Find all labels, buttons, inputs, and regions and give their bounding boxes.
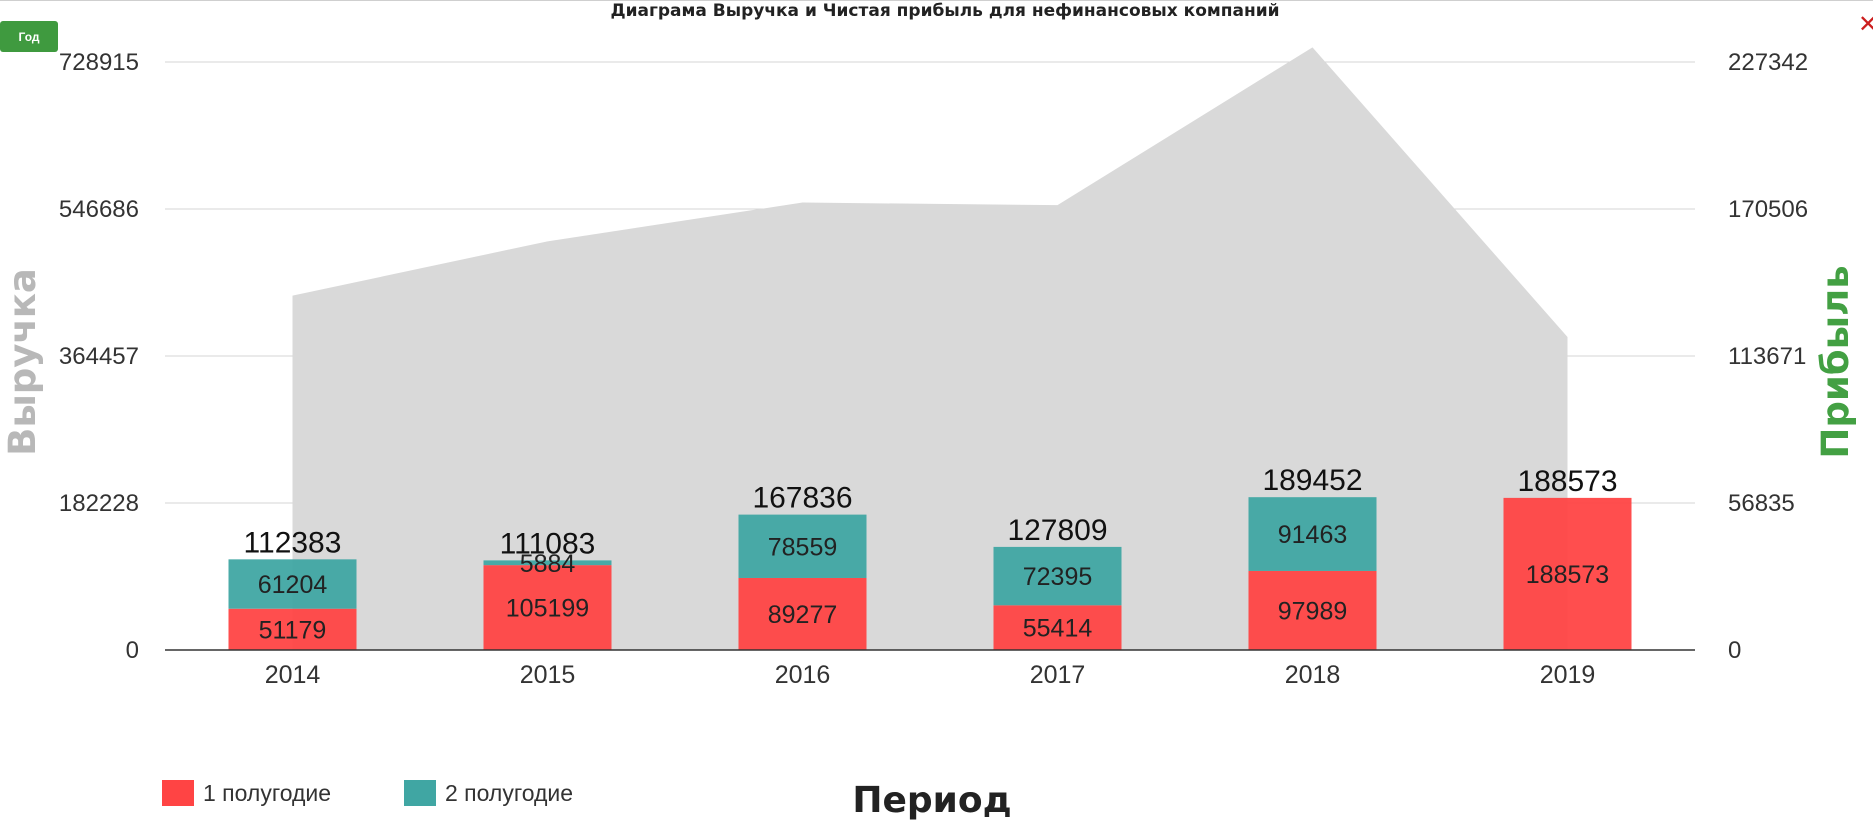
bar-total-label: 111083 bbox=[500, 527, 596, 560]
bar-value-label: 72395 bbox=[1023, 563, 1093, 591]
bars-layer bbox=[228, 497, 1632, 650]
y2-tick-label: 113671 bbox=[1728, 343, 1806, 370]
legend-swatch-second-half bbox=[404, 780, 436, 806]
top-divider bbox=[0, 0, 1873, 1]
bar-first-half bbox=[993, 605, 1122, 650]
legend-label-first-half: 1 полугодие bbox=[203, 779, 332, 806]
bar-second-half bbox=[738, 514, 867, 578]
bar-first-half bbox=[1248, 570, 1377, 650]
y-tick-label: 728915 bbox=[59, 49, 139, 76]
bar-second-half bbox=[993, 546, 1122, 606]
bar-first-half bbox=[1503, 497, 1632, 650]
x-tick-label: 2015 bbox=[520, 661, 576, 689]
bar-total-label: 112383 bbox=[244, 526, 342, 559]
x-tick-label: 2018 bbox=[1285, 661, 1341, 689]
chart-title: Диаграма Выручка и Чистая прибыль для не… bbox=[610, 1, 1280, 21]
bar-first-half bbox=[738, 577, 867, 650]
y2-tick-label: 170506 bbox=[1728, 196, 1808, 223]
bar-total-label: 189452 bbox=[1262, 464, 1362, 497]
bar-total-label: 188573 bbox=[1517, 465, 1617, 498]
bar-second-half bbox=[1248, 497, 1377, 571]
y2-tick-label: 0 bbox=[1728, 637, 1741, 664]
y-tick-label: 0 bbox=[126, 637, 139, 664]
y-axis-title: Выручка bbox=[1, 268, 44, 456]
y-tick-label: 182228 bbox=[59, 490, 139, 517]
x-tick-label: 2016 bbox=[775, 661, 831, 689]
bar-value-label: 5884 bbox=[520, 550, 576, 578]
legend-item-second-half[interactable]: 2 полугодие bbox=[404, 778, 573, 808]
bar-first-half bbox=[228, 608, 357, 650]
bar-value-label: 51179 bbox=[259, 616, 327, 644]
y2-tick-label: 56835 bbox=[1728, 490, 1795, 517]
bar-value-label: 105199 bbox=[506, 595, 589, 623]
bar-second-half bbox=[228, 559, 357, 609]
x-tick-label: 2014 bbox=[265, 661, 321, 689]
y2-tick-label: 227342 bbox=[1728, 49, 1808, 76]
bar-value-label: 91463 bbox=[1278, 521, 1348, 549]
axes-layer: Выручка Прибыль Период 0 0 182228 56835 3644… bbox=[1, 49, 1857, 821]
bar-first-half bbox=[483, 565, 612, 650]
close-icon[interactable]: ✕ bbox=[1858, 10, 1873, 38]
y2-axis-title: Прибыль bbox=[1814, 265, 1857, 458]
legend-item-first-half[interactable]: 1 полугодие bbox=[162, 778, 331, 808]
bar-total-label: 167836 bbox=[752, 482, 852, 515]
period-year-button[interactable]: Год bbox=[0, 21, 58, 52]
bar-value-label: 55414 bbox=[1023, 615, 1093, 643]
bar-total-label: 127809 bbox=[1007, 514, 1107, 547]
bar-value-label: 188573 bbox=[1526, 561, 1609, 589]
x-axis-title: Период bbox=[852, 780, 1011, 821]
bar-value-label: 78559 bbox=[768, 533, 838, 561]
x-tick-label: 2019 bbox=[1540, 661, 1596, 689]
y-tick-label: 546686 bbox=[59, 196, 139, 223]
bar-value-label: 61204 bbox=[258, 571, 328, 599]
bar-value-label: 97989 bbox=[1278, 597, 1348, 625]
x-tick-label: 2017 bbox=[1030, 661, 1086, 689]
bar-second-half bbox=[483, 560, 612, 566]
legend-swatch-first-half bbox=[162, 780, 194, 806]
bar-value-label: 89277 bbox=[768, 601, 838, 629]
y-tick-label: 364457 bbox=[59, 343, 139, 370]
legend-label-second-half: 2 полугодие bbox=[445, 779, 574, 806]
